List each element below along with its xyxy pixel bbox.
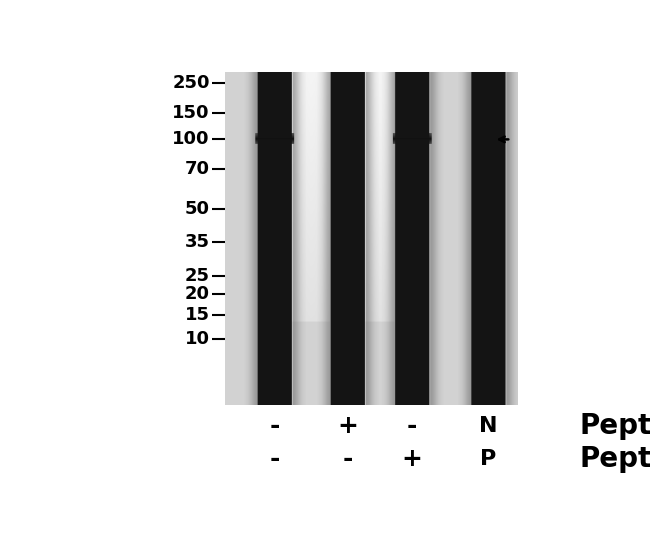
Text: Peptide: Peptide xyxy=(580,412,650,440)
Text: 250: 250 xyxy=(172,74,210,92)
Text: -: - xyxy=(269,447,280,471)
Text: 150: 150 xyxy=(172,104,210,122)
Text: +: + xyxy=(401,447,423,471)
Text: 35: 35 xyxy=(185,233,210,251)
Text: -: - xyxy=(407,414,417,438)
Text: 20: 20 xyxy=(185,285,210,303)
Text: +: + xyxy=(337,414,358,438)
Text: Peptide: Peptide xyxy=(580,445,650,473)
Text: -: - xyxy=(343,447,353,471)
Text: 10: 10 xyxy=(185,330,210,348)
Text: -: - xyxy=(269,414,280,438)
Text: 15: 15 xyxy=(185,306,210,324)
Text: 50: 50 xyxy=(185,200,210,218)
Text: 100: 100 xyxy=(172,130,210,148)
Text: N: N xyxy=(478,416,497,436)
Text: P: P xyxy=(480,449,496,469)
Text: 25: 25 xyxy=(185,266,210,285)
Text: 70: 70 xyxy=(185,160,210,178)
